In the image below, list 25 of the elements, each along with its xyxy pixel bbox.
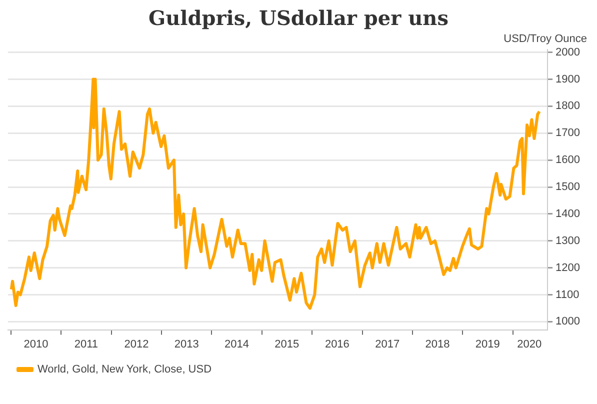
y-tick-label: 1400 — [556, 208, 580, 220]
y-tick-label: 1700 — [556, 127, 580, 140]
x-tick-label: 2018 — [425, 338, 450, 350]
x-tick-label: 2015 — [274, 338, 300, 350]
x-tick-label: 2014 — [224, 338, 249, 350]
x-tick-label: 2020 — [517, 338, 542, 350]
legend-label: World, Gold, New York, Close, USD — [38, 364, 212, 376]
x-tick-label: 2016 — [324, 338, 350, 350]
y-tick-label: 1600 — [556, 154, 580, 166]
y-axis-title: USD/Troy Ounce — [504, 33, 587, 45]
y-tick-label: 1500 — [556, 181, 580, 194]
y-tick-label: 1300 — [556, 234, 580, 247]
x-tick-label: 2013 — [174, 338, 199, 350]
x-tick-label: 2011 — [74, 338, 98, 350]
y-tick-label: 2000 — [556, 46, 580, 58]
x-tick-label: 2017 — [375, 338, 400, 350]
chart-title: Guldpris, USdollar per uns — [148, 6, 450, 30]
y-tick-label: 1000 — [556, 316, 580, 328]
y-tick-label: 1800 — [556, 100, 580, 112]
x-tick-label: 2012 — [124, 338, 149, 350]
y-tick-label: 1200 — [556, 262, 580, 274]
y-tick-label: 1900 — [556, 73, 580, 86]
y-tick-label: 1100 — [556, 288, 580, 301]
x-tick-label: 2010 — [24, 338, 48, 350]
x-tick-label: 2019 — [475, 338, 500, 350]
